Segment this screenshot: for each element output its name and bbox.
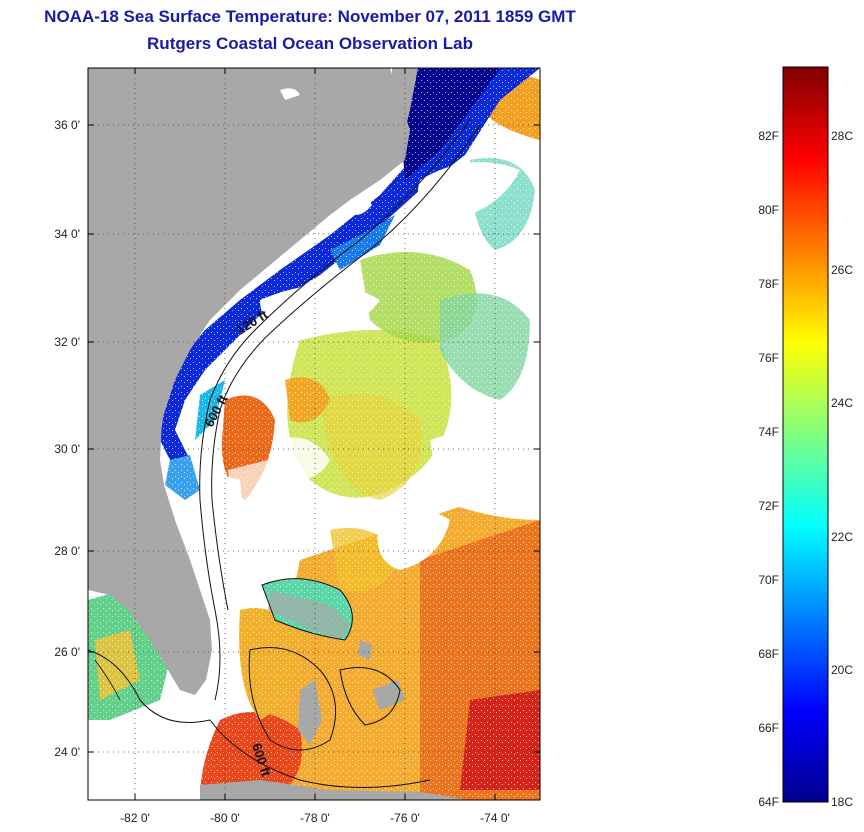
colorbar-f-66: 66F <box>758 721 779 735</box>
map-title: NOAA-18 Sea Surface Temperature: Novembe… <box>44 7 576 26</box>
lon-label-82: -82 0' <box>120 811 150 825</box>
lat-label-36: 36 0' <box>54 118 80 132</box>
colorbar-f-74: 74F <box>758 425 779 439</box>
map-subtitle: Rutgers Coastal Ocean Observation Lab <box>147 34 473 53</box>
lat-label-24: 24 0' <box>54 745 80 759</box>
colorbar-f-70: 70F <box>758 573 779 587</box>
colorbar-f-82: 82F <box>758 129 779 143</box>
colorbar-f-64: 64F <box>758 795 779 809</box>
colorbar-c-28: 28C <box>831 129 853 143</box>
lon-label-76: -76 0' <box>390 811 420 825</box>
colorbar-f-80: 80F <box>758 203 779 217</box>
map-ticks <box>88 68 540 800</box>
colorbar-f-76: 76F <box>758 351 779 365</box>
colorbar-c-26: 26C <box>831 263 853 277</box>
colorbar-f-72: 72F <box>758 499 779 513</box>
colorbar <box>782 66 829 803</box>
lat-label-32: 32 0' <box>54 335 80 349</box>
colorbar-f-78: 78F <box>758 277 779 291</box>
lat-label-28: 28 0' <box>54 544 80 558</box>
lon-label-80: -80 0' <box>210 811 240 825</box>
lat-label-34: 34 0' <box>54 227 80 241</box>
colorbar-c-22: 22C <box>831 530 853 544</box>
colorbar-c-20: 20C <box>831 663 853 677</box>
colorbar-c-18: 18C <box>831 795 853 809</box>
lon-label-78: -78 0' <box>300 811 330 825</box>
colorbar-f-68: 68F <box>758 647 779 661</box>
map-area[interactable]: 120 ft 600 ft 600 ft <box>88 68 540 800</box>
map-frame <box>87 67 541 801</box>
lon-label-74: -74 0' <box>480 811 510 825</box>
colorbar-f-labels: 82F 80F 78F 76F 74F 72F 70F 68F 66F 64F <box>758 129 779 809</box>
lat-label-26: 26 0' <box>54 645 80 659</box>
colorbar-c-24: 24C <box>831 396 853 410</box>
lat-label-30: 30 0' <box>54 442 80 456</box>
colorbar-c-labels: 28C 26C 24C 22C 20C 18C <box>831 129 853 809</box>
